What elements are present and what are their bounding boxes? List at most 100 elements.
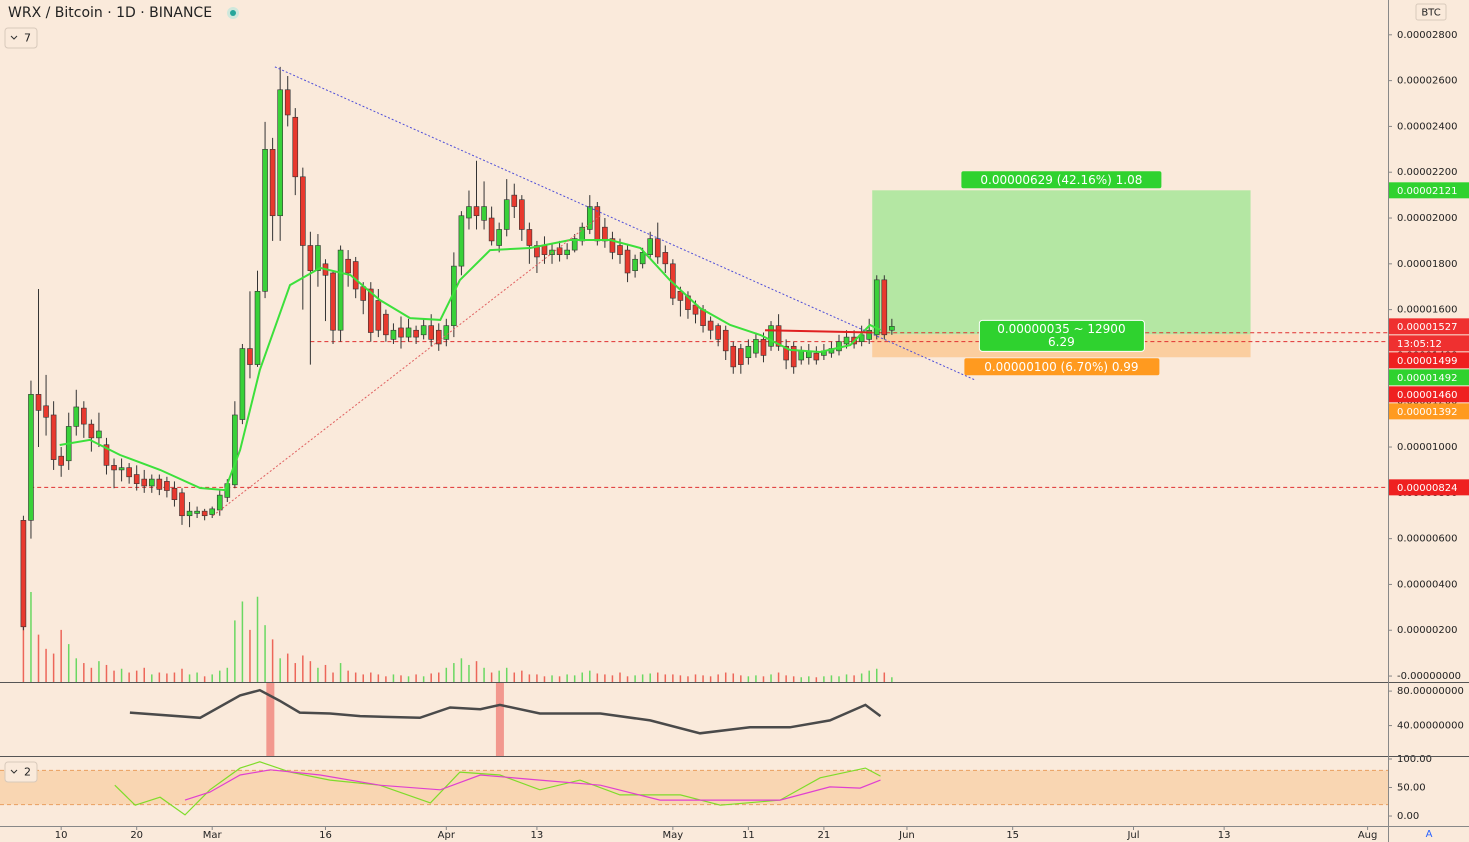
highlight-bar	[266, 683, 275, 756]
y-tick-label: -0.00000000	[1397, 671, 1461, 682]
candle-body	[141, 478, 148, 487]
volume-bar	[30, 592, 32, 682]
candle-body	[594, 206, 601, 242]
volume-bar	[823, 676, 825, 682]
symbol-title: WRX / Bitcoin · 1D · BINANCE	[8, 5, 212, 21]
volume-bar	[558, 676, 561, 682]
candle-body	[654, 238, 661, 258]
price-label: 0.00000824	[1397, 483, 1457, 494]
candle-body	[768, 325, 774, 347]
auto-scale-button[interactable]: A	[1426, 829, 1433, 840]
volume-bar	[604, 674, 606, 682]
candle-body	[352, 261, 359, 290]
candle-body	[722, 329, 729, 352]
volume-bar	[785, 675, 787, 682]
volume-bar	[521, 670, 523, 682]
candle-body	[753, 339, 759, 354]
volume-bar	[641, 674, 644, 682]
candle-body	[58, 455, 64, 466]
candle-body	[20, 520, 27, 628]
y-tick-label: 0.00	[1397, 811, 1419, 822]
candle-body	[194, 510, 200, 514]
volume-bar	[528, 674, 531, 682]
highlight-bar	[495, 683, 504, 756]
volume-bar	[120, 668, 123, 682]
ratio-label: 6.29	[1048, 335, 1075, 349]
price-label-box	[1389, 479, 1469, 496]
price-label: 0.00001499	[1397, 356, 1457, 367]
x-tick-label: 13	[531, 830, 544, 841]
candle-body	[458, 215, 465, 267]
candle-body	[156, 478, 163, 490]
trend-line	[212, 215, 601, 517]
volume-bar	[317, 667, 319, 682]
volume-bar	[883, 672, 886, 682]
candle-body	[239, 348, 246, 420]
indicator-toggle[interactable]	[4, 27, 38, 49]
volume-bar	[717, 674, 719, 682]
volume-bar	[158, 672, 161, 682]
candle-body	[571, 238, 578, 251]
entry-label-box	[978, 319, 1145, 352]
volume-bar	[271, 639, 274, 682]
currency-button[interactable]	[1415, 3, 1447, 21]
volume-bar	[385, 676, 387, 682]
candle-body	[96, 430, 102, 439]
price-label-box	[1389, 369, 1469, 386]
candle-body	[662, 252, 669, 265]
candle-body	[88, 423, 95, 439]
stop-label-box	[964, 358, 1160, 376]
pane-count: 2	[24, 766, 31, 779]
candle-body	[360, 286, 367, 301]
volume-bar	[370, 672, 372, 682]
level-band	[0, 770, 1388, 805]
candle-body	[337, 249, 344, 331]
volume-bar	[226, 667, 229, 682]
price-label: 0.00002121	[1397, 186, 1457, 197]
indicator-line	[184, 769, 881, 801]
x-tick-label: 15	[1006, 830, 1019, 841]
y-tick-label: 80.00000000	[1397, 686, 1464, 697]
x-tick-label: Aug	[1358, 830, 1378, 841]
volume-bar	[792, 676, 795, 682]
volume-bar	[800, 677, 802, 682]
candle-body	[413, 329, 419, 338]
volume-bar	[777, 672, 780, 682]
candle-body	[639, 252, 646, 265]
x-tick-label: 10	[55, 830, 68, 841]
price-label-box	[1389, 403, 1469, 420]
volume-bar	[166, 673, 168, 682]
candle-body	[783, 345, 789, 361]
candle-body	[511, 194, 518, 207]
volume-bar	[468, 664, 470, 682]
volume-bar	[724, 672, 727, 682]
volume-bar	[211, 674, 213, 682]
candle-body	[556, 247, 563, 255]
candle-body	[609, 238, 616, 253]
y-tick-label: 40.00000000	[1397, 721, 1464, 732]
volume-bar	[339, 663, 342, 682]
volume-bar	[438, 672, 440, 682]
volume-bar	[551, 675, 553, 682]
candle-body	[798, 350, 805, 361]
volume-bar	[98, 661, 100, 682]
volume-bar	[490, 672, 493, 682]
price-label-box	[1389, 318, 1469, 335]
y-tick-label: 100.00	[1397, 754, 1432, 765]
candle-body	[292, 116, 299, 178]
candle-body	[443, 325, 450, 340]
candle-body	[466, 206, 472, 219]
volume-bar	[709, 676, 712, 682]
pane-toggle[interactable]	[4, 761, 38, 783]
volume-bar	[619, 672, 621, 682]
candle-body	[775, 325, 782, 347]
volume-bar	[203, 676, 206, 682]
candle-body	[866, 329, 872, 340]
countdown-box	[1389, 335, 1469, 352]
volume-bar	[460, 658, 463, 682]
volume-bar	[113, 670, 115, 682]
candle-body	[375, 300, 382, 331]
volume-bar	[611, 675, 614, 682]
